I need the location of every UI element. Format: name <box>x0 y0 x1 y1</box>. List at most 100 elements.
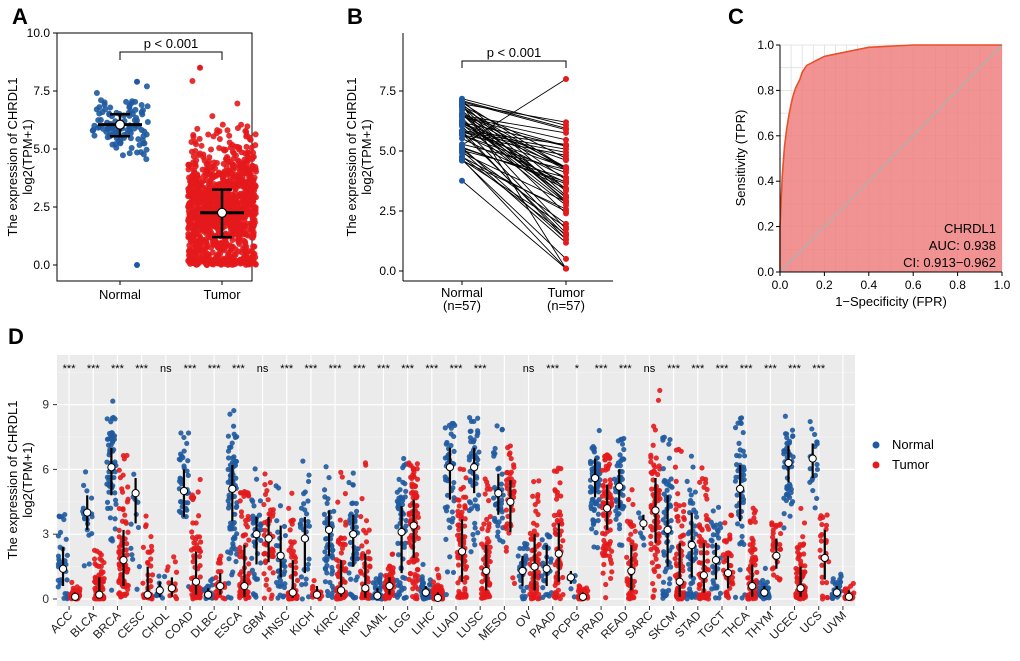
panel-d-normal-point <box>807 479 813 485</box>
panel-d-normal-point <box>300 458 306 464</box>
panel-b-normal-point <box>459 153 465 160</box>
panel-d-significance: ns <box>644 363 656 375</box>
panel-a-tumor-point <box>228 243 235 250</box>
panel-a-normal-point <box>89 127 96 134</box>
panel-d-tumor-point <box>265 497 271 503</box>
panel-d-normal-point <box>690 579 696 586</box>
panel-d-tumor-point <box>455 532 461 538</box>
panel-d-tumor-point <box>823 580 830 586</box>
panel-d-tumor-point <box>363 518 370 524</box>
panel-d-normal-point <box>666 441 672 447</box>
panel-b-tumor-point <box>563 197 569 204</box>
panel-b-pair-line <box>461 123 567 161</box>
panel-d-tumor-point <box>751 515 757 521</box>
panel-d-normal-point <box>830 595 836 602</box>
panel-d-tumor-point <box>745 596 751 602</box>
panel-d-tumor-point <box>800 534 806 540</box>
panel-d-normal-point <box>717 590 724 596</box>
panel-d-tumor-point <box>237 554 243 560</box>
panel-a-normal-point <box>128 145 135 152</box>
panel-d-normal-point <box>543 592 549 598</box>
panel-d-normal-point <box>693 509 699 516</box>
panel-d-normal-point <box>84 488 90 494</box>
panel-d-normal-point <box>524 556 530 562</box>
panel-d-median-point <box>542 564 551 573</box>
panel-d-legend-normal-label: Normal <box>892 437 934 452</box>
panel-d-normal-point <box>86 561 92 567</box>
panel-d-normal-point <box>82 469 89 475</box>
panel-d-normal-point <box>104 459 110 465</box>
panel-d-tumor-point <box>797 558 804 564</box>
panel-d-tumor-point <box>94 548 100 554</box>
panel-d-tumor-point <box>262 527 268 533</box>
panel-a-tumor-point <box>203 239 210 246</box>
panel-d-median-point <box>566 573 575 582</box>
panel-a-tumor-point <box>226 213 233 220</box>
panel-d-normal-point <box>717 525 724 531</box>
panel-d-tumor-point <box>289 521 295 527</box>
panel-a-normal-point <box>126 102 133 109</box>
panel-a-tumor-point <box>237 256 244 263</box>
panel-d-normal-point <box>472 520 478 526</box>
panel-d-tumor-point <box>507 443 513 449</box>
panel-a-xtick-label: Normal <box>99 287 141 302</box>
panel-d-normal-point <box>134 586 140 592</box>
panel-d-normal-point <box>621 456 627 462</box>
panel-d-xtick-label: UCS <box>797 608 825 636</box>
panel-a-tumor-point <box>214 200 221 207</box>
panel-d-median-point <box>445 463 455 472</box>
panel-d-median-point <box>240 581 249 591</box>
panel-b-tumor-point <box>563 155 569 162</box>
panel-d-normal-point <box>281 593 287 599</box>
panel-a-mean-point <box>114 119 126 130</box>
panel-d-normal-point <box>57 529 64 535</box>
panel-d-tumor-point <box>673 478 679 484</box>
panel-d-tumor-point <box>673 447 679 453</box>
panel-d-normal-point <box>159 595 166 601</box>
panel-d-median-point <box>639 519 648 528</box>
panel-d-tumor-point <box>481 521 487 527</box>
panel-d-normal-point <box>447 554 453 560</box>
panel-d-normal-point <box>476 492 482 498</box>
panel-a-normal-point <box>107 104 114 111</box>
panel-d-normal-point <box>297 524 304 530</box>
panel-d-significance: *** <box>184 363 198 375</box>
panel-d-tumor-point <box>213 575 219 581</box>
panel-d-tumor-point <box>288 544 294 551</box>
panel-d-median-point <box>155 586 164 595</box>
panel-d-tumor-point <box>601 561 607 568</box>
panel-d-normal-point <box>353 513 359 519</box>
panel-d-tumor-point <box>625 496 632 503</box>
panel-a-normal-point <box>126 150 133 157</box>
panel-d-normal-point <box>498 500 505 507</box>
panel-d-normal-point <box>63 536 69 542</box>
panel-d-tumor-point <box>536 478 542 484</box>
panel-d-tumor-point <box>406 460 412 466</box>
panel-d-normal-point <box>350 470 356 476</box>
panel-d-tumor-point <box>656 524 662 531</box>
panel-b-tumor-point <box>563 230 569 237</box>
panel-d-normal-point <box>322 494 328 500</box>
panel-d-median-point <box>397 527 406 537</box>
panel-d-tumor-point <box>382 596 388 602</box>
panel-d-normal-point <box>185 458 191 464</box>
panel-d-median-point <box>252 530 261 539</box>
panel-d-tumor-point <box>239 549 245 555</box>
panel-d-normal-point <box>494 533 501 539</box>
panel-d-normal-point <box>225 498 231 504</box>
panel-d-tumor-point <box>601 543 607 549</box>
panel-d-normal-point <box>475 457 481 463</box>
panel-a-normal-point <box>143 83 150 90</box>
panel-d-tumor-point <box>338 469 344 475</box>
panel-a-tumor-point <box>236 231 243 238</box>
panel-a-tumor-point <box>225 256 232 263</box>
panel-d-normal-point <box>614 512 620 518</box>
panel-d-normal-point <box>496 519 502 525</box>
panel-b-ytick-label: 5.0 <box>379 144 396 158</box>
panel-d-normal-point <box>490 495 497 501</box>
panel-d-normal-point <box>128 545 134 551</box>
panel-c-letter: C <box>728 4 744 29</box>
panel-d-normal-point <box>234 531 240 537</box>
panel-d-normal-point <box>321 511 328 517</box>
panel-a-normal-point <box>139 137 146 144</box>
